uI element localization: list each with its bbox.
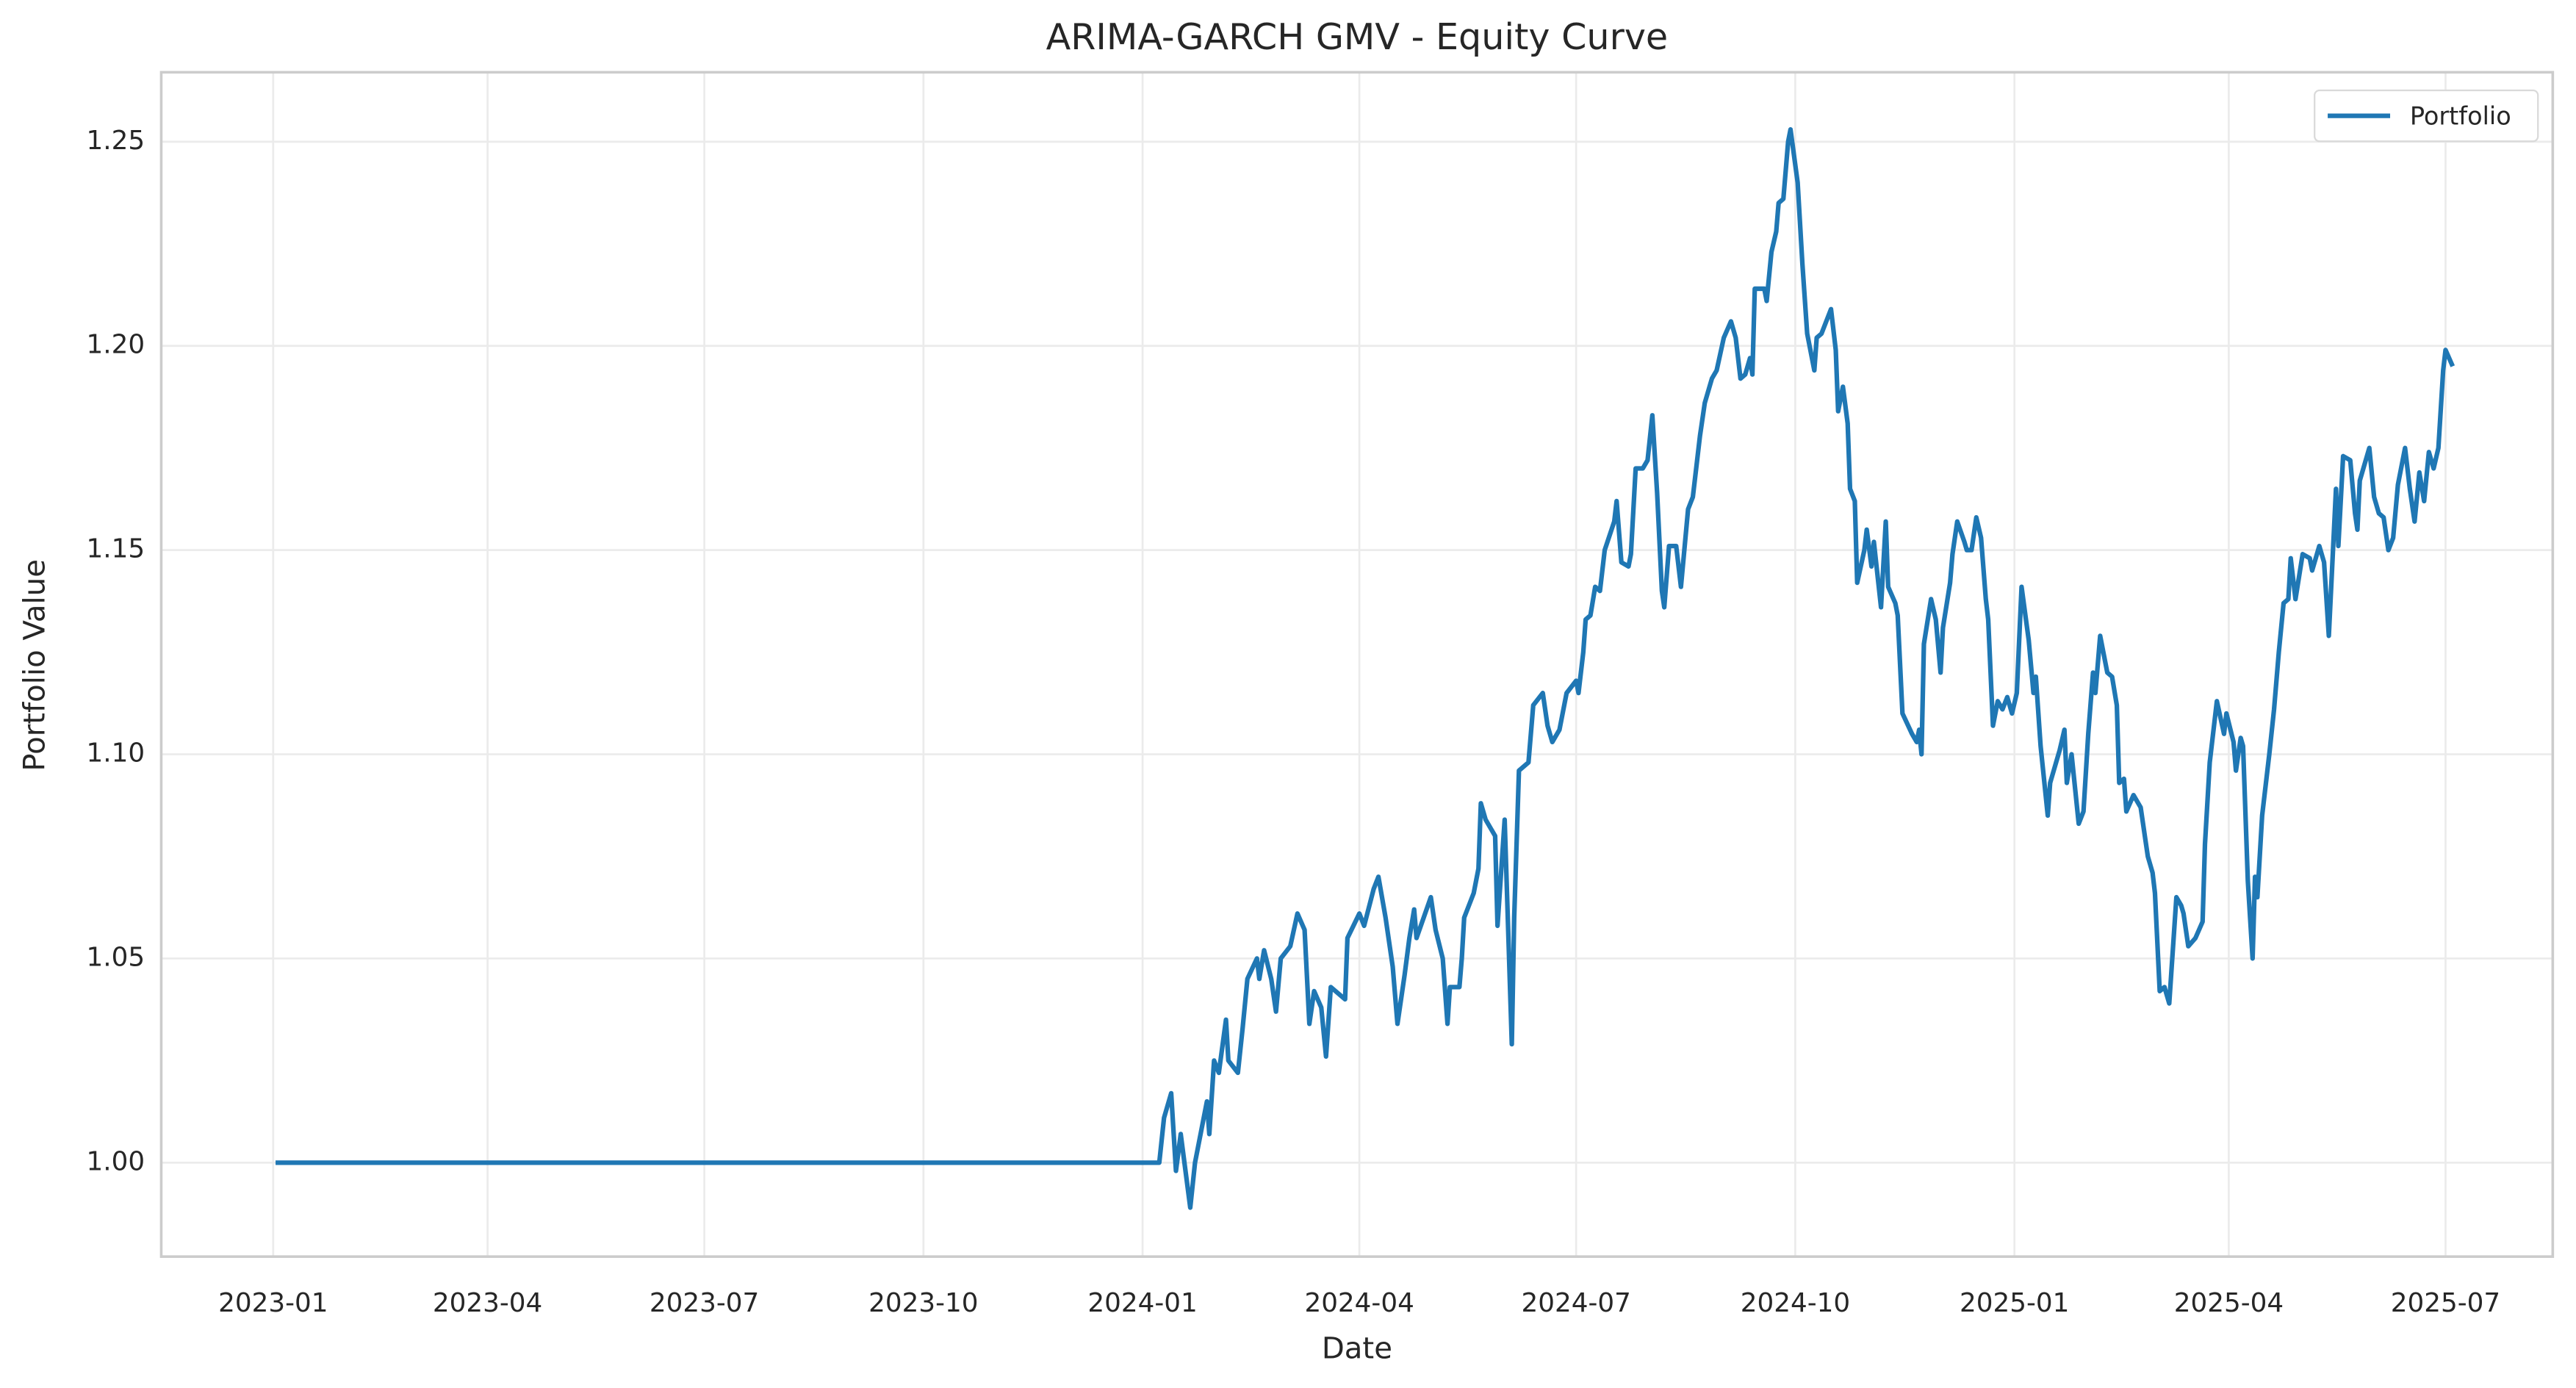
x-tick-label: 2025-07 [2391, 1288, 2500, 1318]
x-tick-label: 2024-01 [1087, 1288, 1197, 1318]
y-tick-label: 1.15 [86, 534, 145, 564]
y-tick-label: 1.10 [86, 738, 145, 769]
x-tick-label: 2024-10 [1741, 1288, 1850, 1318]
x-tick-label: 2023-07 [650, 1288, 759, 1318]
y-tick-label: 1.05 [86, 942, 145, 972]
x-tick-label: 2023-01 [218, 1288, 328, 1318]
grid [161, 72, 2553, 1257]
portfolio-line [276, 127, 2456, 1210]
axes-frame [159, 71, 2555, 1258]
x-tick-label: 2025-04 [2174, 1288, 2284, 1318]
y-tick-label: 1.20 [86, 330, 145, 360]
y-tick-label: 1.25 [86, 126, 145, 156]
y-axis-label: Portfolio Value [18, 559, 52, 772]
x-tick-label: 2024-04 [1304, 1288, 1414, 1318]
y-tick-label: 1.00 [86, 1146, 145, 1176]
chart-title: ARIMA-GARCH GMV - Equity Curve [1046, 15, 1669, 58]
legend: Portfolio [2314, 89, 2539, 143]
x-tick-label: 2024-07 [1521, 1288, 1630, 1318]
plot-area [276, 127, 2456, 1210]
x-tick-label: 2023-04 [433, 1288, 542, 1318]
legend-label: Portfolio [2410, 101, 2511, 130]
x-axis-label: Date [1322, 1332, 1392, 1366]
legend-box [2314, 89, 2539, 143]
x-tick-label: 2023-10 [868, 1288, 978, 1318]
x-tick-label: 2025-01 [1960, 1288, 2069, 1318]
